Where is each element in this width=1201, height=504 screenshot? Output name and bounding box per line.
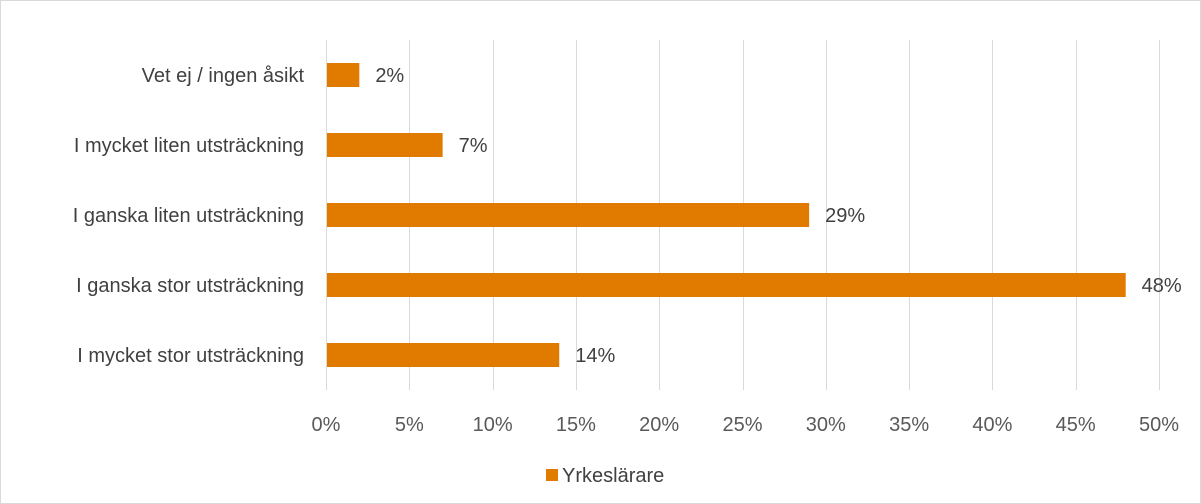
x-tick-label-8: 40% (972, 414, 1012, 436)
bar-4 (327, 343, 560, 367)
x-tick-label-4: 20% (639, 414, 679, 436)
category-label-4: I mycket stor utsträckning (77, 345, 304, 367)
legend: Yrkeslärare (546, 465, 664, 487)
bar-3 (327, 273, 1126, 297)
x-tick-labels: 0% 5% 10% 15% 20% 25% 30% 35% 40% 45% 50% (312, 414, 1180, 436)
data-label-4: 14% (575, 345, 615, 367)
bar-0 (327, 63, 360, 87)
legend-label-yrkeslarare: Yrkeslärare (562, 465, 664, 487)
data-label-2: 29% (825, 205, 865, 227)
data-labels: 2% 7% 29% 48% 14% (375, 65, 1182, 367)
x-tick-label-3: 15% (556, 414, 596, 436)
category-label-0: Vet ej / ingen åsikt (142, 65, 305, 87)
category-label-2: I ganska liten utsträckning (73, 205, 304, 227)
x-tick-label-9: 45% (1056, 414, 1096, 436)
x-tick-label-0: 0% (312, 414, 341, 436)
category-label-3: I ganska stor utsträckning (76, 275, 304, 297)
x-tick-label-2: 10% (473, 414, 513, 436)
x-tick-label-1: 5% (395, 414, 424, 436)
category-label-1: I mycket liten utsträckning (74, 135, 304, 157)
bars (327, 63, 1126, 367)
data-label-1: 7% (459, 135, 488, 157)
bar-2 (327, 203, 810, 227)
legend-swatch-yrkeslarare (546, 469, 558, 481)
category-labels: Vet ej / ingen åsikt I mycket liten utstr… (73, 65, 305, 367)
x-tick-label-10: 50% (1139, 414, 1179, 436)
x-tick-label-7: 35% (889, 414, 929, 436)
bar-1 (327, 133, 443, 157)
data-label-0: 2% (375, 65, 404, 87)
x-tick-label-5: 25% (722, 414, 762, 436)
gridlines (409, 40, 1160, 390)
x-tick-label-6: 30% (806, 414, 846, 436)
data-label-3: 48% (1142, 275, 1182, 297)
